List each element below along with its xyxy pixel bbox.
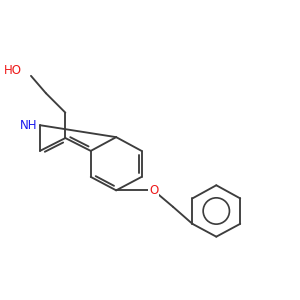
Text: HO: HO xyxy=(4,64,22,77)
Text: O: O xyxy=(149,184,158,197)
Text: NH: NH xyxy=(20,119,38,132)
